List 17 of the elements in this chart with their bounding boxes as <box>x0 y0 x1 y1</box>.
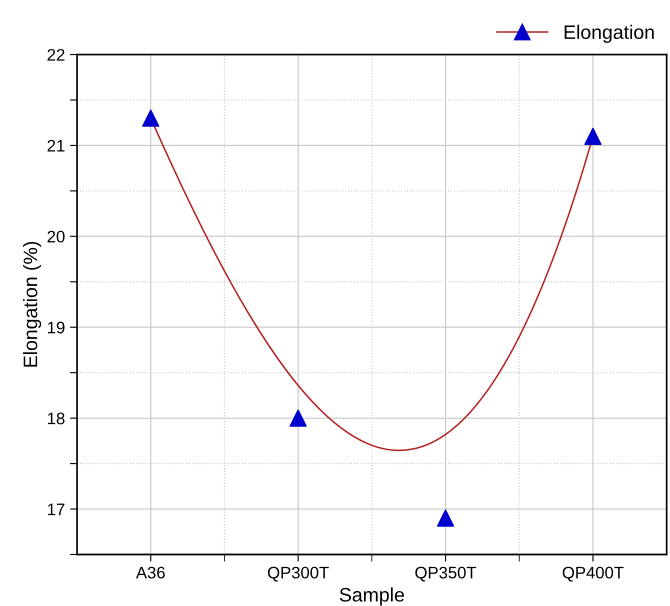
point <box>584 128 602 145</box>
y-tick-label: 18 <box>48 412 65 424</box>
y-tick-label: 20 <box>48 230 65 243</box>
x-axis-title: Sample <box>340 587 404 606</box>
x-tick-label: QP300T <box>268 566 329 582</box>
point <box>290 410 307 427</box>
legend-label: Elongation <box>564 24 654 43</box>
y-axis-title: Elongation (%) <box>23 242 42 367</box>
y-tick-label: 21 <box>48 140 64 152</box>
y-tick-label: 17 <box>48 504 64 516</box>
x-tick-label: QP350T <box>415 566 476 582</box>
x-tick-label: QP400T <box>562 566 624 582</box>
y-tick-label: 22 <box>48 48 64 61</box>
x-tick-label: A36 <box>136 566 165 579</box>
point <box>436 510 454 527</box>
y-tick-label: 19 <box>48 322 64 334</box>
point <box>142 110 160 127</box>
